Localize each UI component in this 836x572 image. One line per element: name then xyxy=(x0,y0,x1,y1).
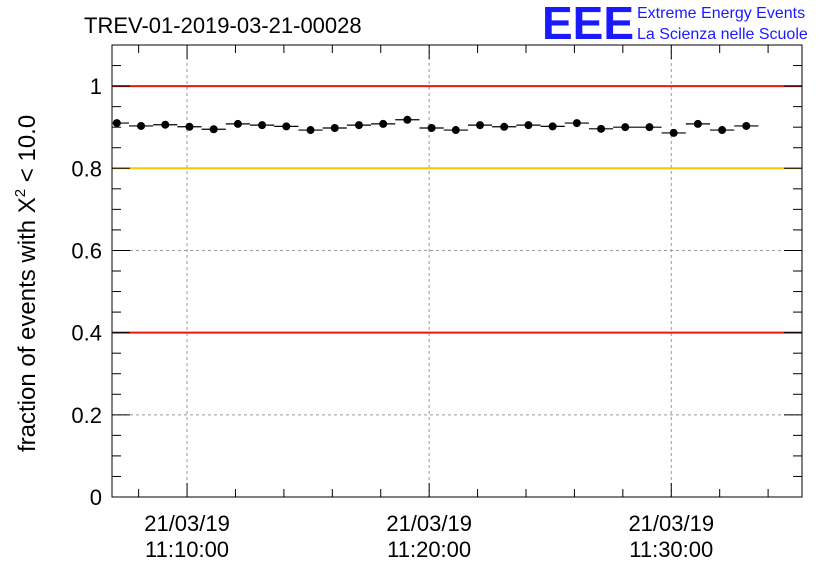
data-point xyxy=(645,123,654,132)
data-point xyxy=(112,119,121,128)
y-axis-label-symbol: X xyxy=(14,197,41,213)
x-tick-label-time: 11:10:00 xyxy=(145,537,229,562)
data-point xyxy=(621,123,630,132)
data-point xyxy=(524,121,533,130)
data-point xyxy=(306,126,315,135)
logo-mark: EEE xyxy=(542,0,634,49)
y-axis-label-prefix: fraction of events with xyxy=(14,213,41,452)
data-point xyxy=(476,121,484,130)
data-point xyxy=(572,119,581,128)
y-axis-label: fraction of events with X2 < 10.0 xyxy=(12,115,41,452)
reference-lines xyxy=(112,85,802,334)
y-tick-label: 0.8 xyxy=(71,156,102,181)
y-tick-label: 0.6 xyxy=(71,238,102,263)
data-point xyxy=(548,122,557,131)
eee-logo: EEE Extreme Energy Events La Scienza nel… xyxy=(542,0,808,49)
data-point xyxy=(330,124,339,133)
data-point xyxy=(500,122,509,131)
data-point xyxy=(258,121,267,130)
y-tick-label: 0 xyxy=(90,485,102,510)
data-point xyxy=(597,124,606,133)
data-point xyxy=(693,119,702,128)
data-point xyxy=(403,115,412,124)
data-point xyxy=(161,120,170,129)
data-point xyxy=(718,126,727,135)
y-axis-label-superscript: 2 xyxy=(12,189,29,197)
data-point xyxy=(282,122,291,131)
data-point xyxy=(669,128,678,137)
data-point xyxy=(742,121,751,130)
y-tick-label: 0.2 xyxy=(71,403,102,428)
axes: 00.20.40.60.8121/03/1911:10:0021/03/1911… xyxy=(71,44,803,562)
data-point xyxy=(137,121,146,130)
data-point xyxy=(209,125,218,134)
data-markers xyxy=(112,115,759,137)
data-point xyxy=(185,122,194,131)
x-tick-label-date: 21/03/19 xyxy=(386,511,472,536)
x-tick-label-time: 11:30:00 xyxy=(629,537,713,562)
logo-line-2: La Scienza nelle Scuole xyxy=(637,26,808,43)
data-point xyxy=(379,119,388,128)
data-point xyxy=(354,121,363,130)
data-point xyxy=(451,126,460,135)
y-tick-label: 1 xyxy=(90,74,102,99)
x-tick-label-date: 21/03/19 xyxy=(628,511,714,536)
x-tick-label-date: 21/03/19 xyxy=(144,511,230,536)
chart-title: TREV-01-2019-03-21-00028 xyxy=(84,13,362,38)
y-tick-label: 0.4 xyxy=(71,321,102,346)
logo-line-1: Extreme Energy Events xyxy=(637,5,805,22)
y-axis-label-suffix: < 10.0 xyxy=(14,115,41,189)
x-tick-label-time: 11:20:00 xyxy=(387,537,471,562)
data-point xyxy=(427,124,436,133)
data-point xyxy=(233,119,242,128)
